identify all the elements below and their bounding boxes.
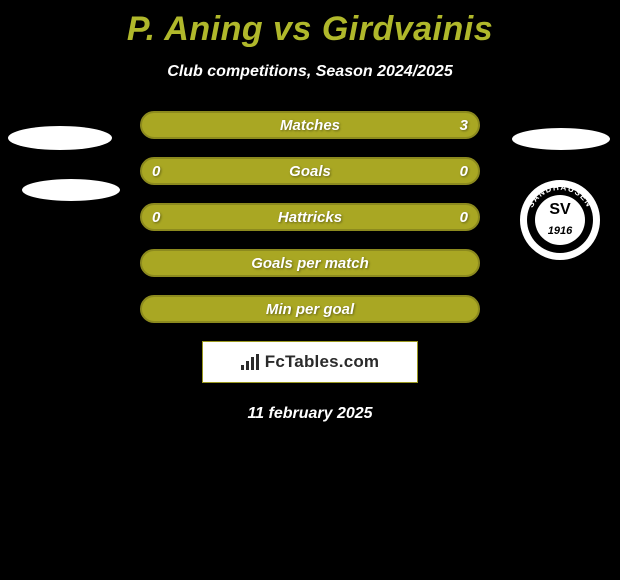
bar-chart-icon <box>241 354 259 370</box>
stat-bar: 0 Hattricks 0 <box>140 203 480 231</box>
stat-row-matches: Matches 3 <box>0 111 620 139</box>
stat-left-value: 0 <box>152 209 160 226</box>
stat-row-goals-per-match: Goals per match <box>0 249 620 277</box>
stat-bar: Min per goal <box>140 295 480 323</box>
page-title: P. Aning vs Girdvainis <box>0 0 620 49</box>
stats-container: Matches 3 0 Goals 0 0 Hattricks 0 Goals … <box>0 111 620 423</box>
fctables-label: FcTables.com <box>265 352 380 372</box>
stat-row-hattricks: 0 Hattricks 0 <box>0 203 620 231</box>
stat-right-value: 3 <box>460 117 468 134</box>
stat-label: Matches <box>280 117 340 134</box>
stat-label: Goals per match <box>251 255 369 272</box>
stat-bar: Goals per match <box>140 249 480 277</box>
stat-left-value: 0 <box>152 163 160 180</box>
stat-bar: Matches 3 <box>140 111 480 139</box>
stat-label: Hattricks <box>278 209 342 226</box>
stat-row-min-per-goal: Min per goal <box>0 295 620 323</box>
stat-row-goals: 0 Goals 0 <box>0 157 620 185</box>
report-date: 11 february 2025 <box>0 405 620 423</box>
stat-label: Min per goal <box>266 301 354 318</box>
stat-right-value: 0 <box>460 163 468 180</box>
stat-label: Goals <box>289 163 331 180</box>
subtitle: Club competitions, Season 2024/2025 <box>0 63 620 81</box>
stat-right-value: 0 <box>460 209 468 226</box>
fctables-badge[interactable]: FcTables.com <box>202 341 418 383</box>
stat-bar: 0 Goals 0 <box>140 157 480 185</box>
